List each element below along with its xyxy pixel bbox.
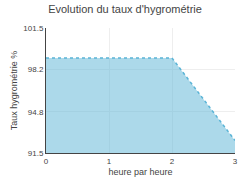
svg-text:3: 3 (233, 157, 238, 166)
svg-text:94.8: 94.8 (28, 108, 44, 117)
svg-text:Taux hygrométrie %: Taux hygrométrie % (9, 51, 19, 131)
svg-text:2: 2 (170, 157, 175, 166)
svg-text:0: 0 (44, 157, 49, 166)
svg-text:1: 1 (107, 157, 112, 166)
svg-text:98.2: 98.2 (28, 65, 44, 74)
svg-text:101.5: 101.5 (23, 24, 44, 33)
svg-text:heure par heure: heure par heure (108, 167, 172, 177)
svg-text:Evolution du taux d'hygrométri: Evolution du taux d'hygrométrie (48, 3, 202, 15)
svg-text:91.5: 91.5 (28, 149, 44, 158)
